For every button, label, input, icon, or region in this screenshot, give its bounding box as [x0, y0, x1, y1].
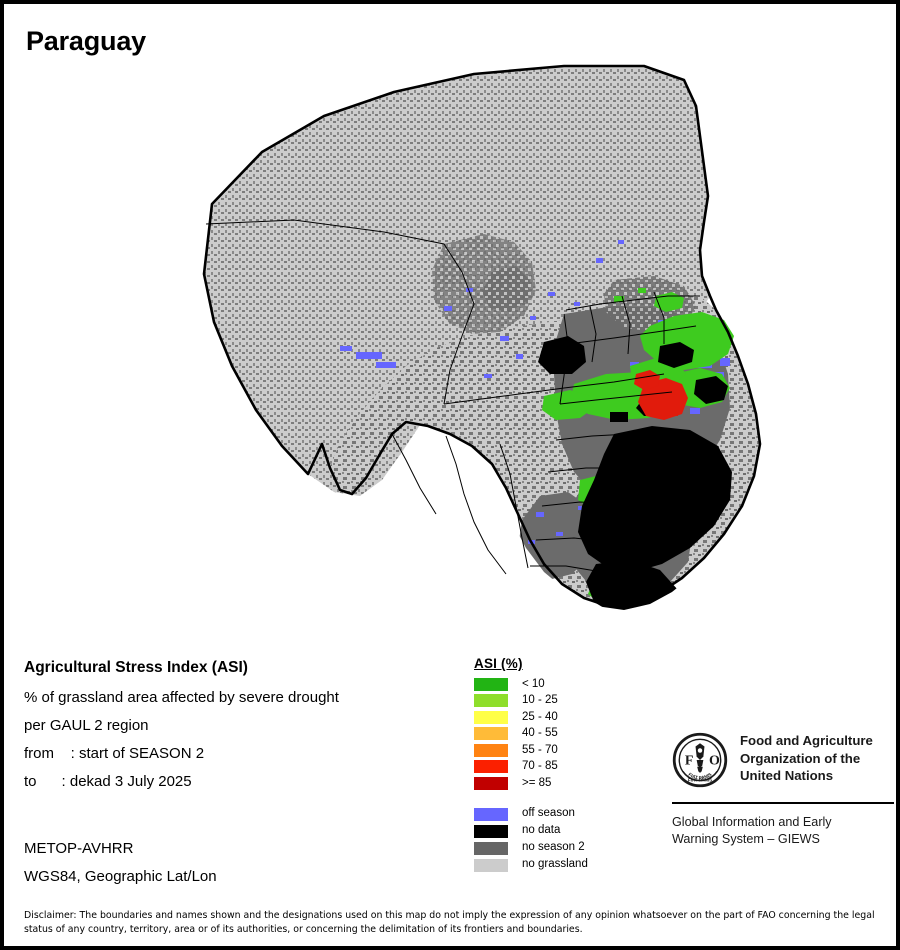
legend-special-label: no season 2	[522, 841, 585, 854]
legend-special-swatch	[474, 807, 508, 821]
page-title: Paraguay	[26, 26, 146, 56]
legend-special-swatch	[474, 824, 508, 838]
legend-special-row: off season	[474, 806, 588, 823]
legend-class-row: 55 - 70	[474, 742, 588, 759]
giews-name: Global Information and Early Warning Sys…	[672, 814, 897, 848]
map-legend: ASI (%) < 10 10 - 25 25 - 40 40 - 55 55 - 70…	[474, 656, 588, 874]
fao-name-line-2: Organization of the	[740, 750, 861, 766]
map-metadata: METOP-AVHRR WGS84, Geographic Lat/Lon	[24, 840, 454, 896]
legend-class-label: < 10	[522, 677, 545, 690]
legend-class-swatch	[474, 743, 508, 757]
legend-class-label: >= 85	[522, 776, 552, 789]
index-description: Agricultural Stress Index (ASI) % of gra…	[24, 659, 454, 801]
map-canvas	[144, 44, 764, 624]
legend-class-label: 55 - 70	[522, 743, 558, 756]
fao-name-line-1: Food and Agriculture	[740, 733, 873, 748]
legend-class-swatch	[474, 727, 508, 741]
legend-class-swatch	[474, 776, 508, 790]
legend-special-swatch	[474, 841, 508, 855]
svg-text:FIAT PANIS: FIAT PANIS	[687, 772, 713, 781]
legend-class-label: 10 - 25	[522, 694, 558, 706]
map-boundaries	[202, 64, 762, 608]
map-asi-high-zones	[634, 370, 688, 420]
fao-branding: F O FIAT PANIS FIAT PANIS Food and Agric…	[672, 732, 897, 848]
index-period-to: to : dekad 3 July 2025	[24, 773, 192, 790]
legend-class-label: 40 - 55	[522, 727, 558, 739]
legend-special-row: no season 2	[474, 840, 588, 857]
legend-title: ASI (%)	[474, 656, 523, 671]
sensor-label: METOP-AVHRR	[24, 840, 134, 857]
giews-line-1: Global Information and Early	[672, 815, 832, 829]
legend-class-swatch	[474, 760, 508, 774]
legend-class-swatch	[474, 694, 508, 708]
legend-asi-classes: < 10 10 - 25 25 - 40 40 - 55 55 - 70 70 - 85 >…	[474, 676, 588, 792]
legend-class-row: 40 - 55	[474, 726, 588, 743]
legend-class-row: 10 - 25	[474, 693, 588, 710]
legend-special-swatch	[474, 858, 508, 872]
legend-class-row: >= 85	[474, 775, 588, 792]
index-heading: Agricultural Stress Index (ASI)	[24, 659, 248, 676]
legend-special-label: no grassland	[522, 858, 588, 871]
fao-logo-icon: F O FIAT PANIS FIAT PANIS	[672, 732, 728, 788]
disclaimer-text: Disclaimer: The boundaries and names sho…	[24, 910, 875, 935]
legend-special-label: no data	[522, 824, 561, 837]
index-period-from: from : start of SEASON 2	[24, 745, 205, 762]
legend-class-row: < 10	[474, 676, 588, 693]
legend-special-classes: off season no data no season 2 no grassland	[474, 806, 588, 874]
legend-class-row: 70 - 85	[474, 759, 588, 776]
legend-class-label: 25 - 40	[522, 710, 558, 723]
projection-label: WGS84, Geographic Lat/Lon	[24, 868, 217, 885]
fao-name-line-3: United Nations	[740, 768, 834, 784]
legend-class-row: 25 - 40	[474, 709, 588, 726]
paraguay-map	[144, 44, 764, 624]
svg-text:F: F	[685, 753, 694, 768]
legend-class-swatch	[474, 677, 508, 691]
legend-class-swatch	[474, 710, 508, 724]
index-line-1: % of grassland area affected by severe d…	[24, 689, 339, 706]
legend-special-row: no grassland	[474, 857, 588, 874]
svg-text:O: O	[709, 753, 720, 768]
giews-line-2: Warning System – GIEWS	[672, 832, 820, 846]
fao-divider	[672, 802, 894, 804]
index-line-2: per GAUL 2 region	[24, 717, 149, 734]
legend-special-label: off season	[522, 807, 575, 820]
fao-org-name: Food and Agriculture Organization of the…	[740, 732, 873, 785]
legend-special-row: no data	[474, 823, 588, 840]
legend-class-label: 70 - 85	[522, 760, 558, 772]
fao-motto: FIAT PANIS	[688, 777, 712, 782]
